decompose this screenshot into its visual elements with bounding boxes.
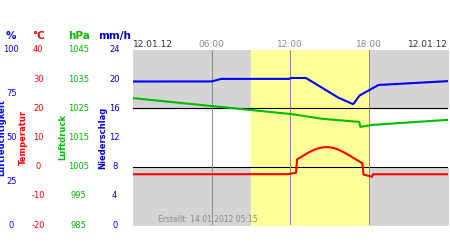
Text: Erstellt: 14.01.2012 05:15: Erstellt: 14.01.2012 05:15 (158, 215, 257, 224)
Text: 40: 40 (33, 46, 44, 54)
Text: 100: 100 (4, 46, 19, 54)
Text: 8: 8 (112, 162, 117, 171)
Text: 0: 0 (36, 162, 41, 171)
Text: 0: 0 (112, 220, 117, 230)
Text: 1045: 1045 (68, 46, 89, 54)
Text: 1025: 1025 (68, 104, 89, 113)
Text: hPa: hPa (68, 31, 90, 41)
Text: Luftfeuchtigkeit: Luftfeuchtigkeit (0, 99, 6, 176)
Text: -20: -20 (32, 220, 45, 230)
Text: 24: 24 (109, 46, 120, 54)
Text: 06:00: 06:00 (198, 40, 225, 49)
Text: 10: 10 (33, 133, 44, 142)
Text: 50: 50 (6, 133, 17, 142)
Text: Luftdruck: Luftdruck (58, 114, 68, 160)
Text: Temperatur: Temperatur (19, 110, 28, 165)
Text: 25: 25 (6, 177, 17, 186)
Text: °C: °C (32, 31, 45, 41)
Text: 75: 75 (6, 89, 17, 98)
Text: mm/h: mm/h (98, 31, 131, 41)
Text: 12.01.12: 12.01.12 (133, 40, 173, 49)
Text: 1005: 1005 (68, 162, 89, 171)
Text: 1035: 1035 (68, 75, 89, 84)
Text: 12.01.12: 12.01.12 (408, 40, 448, 49)
Text: Niederschlag: Niederschlag (98, 106, 107, 168)
Text: %: % (6, 31, 17, 41)
Text: 985: 985 (71, 220, 87, 230)
Text: 16: 16 (109, 104, 120, 113)
Text: 20: 20 (109, 75, 120, 84)
Text: 12:00: 12:00 (277, 40, 303, 49)
Text: 30: 30 (33, 75, 44, 84)
Text: 20: 20 (33, 104, 44, 113)
Text: 18:00: 18:00 (356, 40, 382, 49)
Text: -10: -10 (32, 191, 45, 200)
Text: 0: 0 (9, 220, 14, 230)
Text: 12: 12 (109, 133, 120, 142)
Text: 995: 995 (71, 191, 86, 200)
Text: 4: 4 (112, 191, 117, 200)
Text: 1015: 1015 (68, 133, 89, 142)
